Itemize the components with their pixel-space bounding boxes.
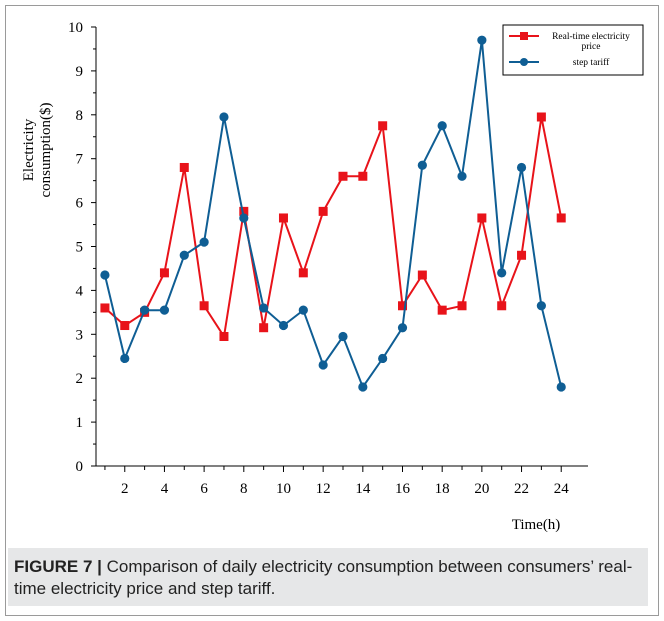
y-axis-title-line: Electricity: [21, 118, 37, 181]
data-point: [497, 268, 507, 278]
figure-caption-text: Comparison of daily electricity consumpt…: [14, 557, 633, 598]
series-1: [100, 112, 566, 341]
x-tick-label: 6: [200, 481, 208, 497]
series-2: [100, 35, 566, 392]
figure-caption: FIGURE 7 | Comparison of daily electrici…: [8, 548, 648, 606]
data-point: [457, 171, 467, 181]
data-point: [159, 305, 170, 315]
data-point: [536, 301, 546, 311]
data-point: [239, 206, 249, 216]
y-tick-label: 7: [76, 152, 84, 168]
data-point: [140, 305, 150, 315]
y-tick-label: 1: [76, 415, 84, 431]
x-tick-label: 16: [395, 481, 411, 497]
data-point: [536, 112, 546, 122]
y-tick-label: 8: [76, 108, 84, 124]
data-point: [219, 331, 229, 341]
legend-label: Real-time electricity: [552, 32, 630, 42]
figure-caption-label: FIGURE 7 |: [14, 557, 102, 576]
data-point: [437, 305, 447, 315]
y-tick-label: 5: [76, 240, 84, 256]
y-tick-label: 0: [76, 459, 84, 475]
y-tick-label: 2: [76, 371, 84, 387]
series-line: [103, 40, 563, 390]
data-point: [318, 206, 328, 216]
data-point: [239, 213, 249, 223]
y-axis-title-line: consumption($): [38, 103, 54, 198]
data-point: [497, 301, 507, 311]
data-point: [199, 237, 209, 247]
data-point: [556, 213, 566, 223]
data-point: [556, 382, 566, 392]
data-point: [278, 213, 288, 223]
data-point: [398, 301, 408, 311]
data-point: [179, 250, 189, 260]
data-point: [338, 331, 348, 342]
data-point: [417, 160, 427, 170]
data-point: [358, 382, 368, 392]
x-tick-label: 18: [435, 481, 450, 497]
x-tick-label: 4: [161, 481, 169, 497]
data-point: [437, 121, 447, 131]
y-tick-label: 4: [76, 283, 84, 299]
data-point: [219, 112, 229, 122]
x-tick-label: 24: [554, 481, 570, 497]
data-point: [259, 323, 269, 333]
data-point: [517, 250, 527, 260]
data-point: [278, 320, 289, 331]
legend-label: step tariff: [573, 57, 610, 68]
data-point: [199, 301, 209, 311]
y-tick-label: 6: [76, 196, 84, 212]
legend-marker: [520, 32, 528, 40]
data-point: [338, 171, 348, 181]
data-point: [120, 321, 130, 331]
data-point: [378, 353, 388, 364]
x-axis-title: Time(h): [512, 517, 561, 533]
data-point: [477, 35, 487, 45]
x-tick-label: 22: [514, 481, 529, 497]
series-layer: [100, 35, 566, 392]
data-point: [100, 270, 110, 280]
x-tick-label: 10: [276, 481, 291, 497]
y-tick-label: 3: [76, 327, 84, 343]
legend-marker: [520, 58, 528, 66]
data-point: [159, 268, 169, 278]
data-point: [397, 323, 408, 333]
x-tick-label: 12: [316, 481, 331, 497]
data-point: [358, 171, 368, 181]
y-tick-label: 9: [76, 64, 84, 80]
legend-label: price: [582, 42, 601, 52]
data-point: [516, 162, 527, 173]
x-tick-label: 8: [240, 481, 248, 497]
data-point: [298, 268, 308, 278]
data-point: [120, 353, 130, 364]
data-point: [318, 360, 328, 370]
x-tick-label: 14: [355, 481, 371, 497]
x-tick-label: 20: [474, 481, 489, 497]
data-point: [378, 121, 388, 131]
y-tick-label: 10: [68, 20, 83, 36]
data-point: [298, 305, 308, 315]
x-tick-label: 2: [121, 481, 129, 497]
data-point: [259, 303, 269, 313]
y-axis-title: Electricity consumption($): [21, 103, 54, 198]
series-line: [104, 116, 563, 340]
data-point: [477, 213, 487, 223]
data-point: [457, 301, 467, 311]
data-point: [100, 303, 110, 313]
data-point: [179, 162, 189, 172]
data-point: [417, 270, 427, 280]
